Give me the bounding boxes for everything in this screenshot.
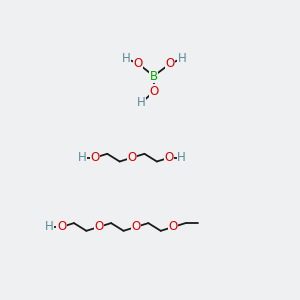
Text: H: H <box>177 151 186 164</box>
Text: O: O <box>57 220 66 233</box>
Text: H: H <box>122 52 130 65</box>
Text: O: O <box>90 151 100 164</box>
Text: O: O <box>165 57 175 70</box>
Text: H: H <box>45 220 53 233</box>
Text: H: H <box>178 52 187 65</box>
Text: O: O <box>169 220 178 233</box>
Text: O: O <box>165 151 174 164</box>
Text: H: H <box>78 151 87 164</box>
Text: O: O <box>128 151 137 164</box>
Text: B: B <box>150 70 158 83</box>
Text: O: O <box>149 85 158 98</box>
Text: H: H <box>137 97 146 110</box>
Text: O: O <box>134 57 143 70</box>
Text: O: O <box>131 220 141 233</box>
Text: O: O <box>94 220 103 233</box>
